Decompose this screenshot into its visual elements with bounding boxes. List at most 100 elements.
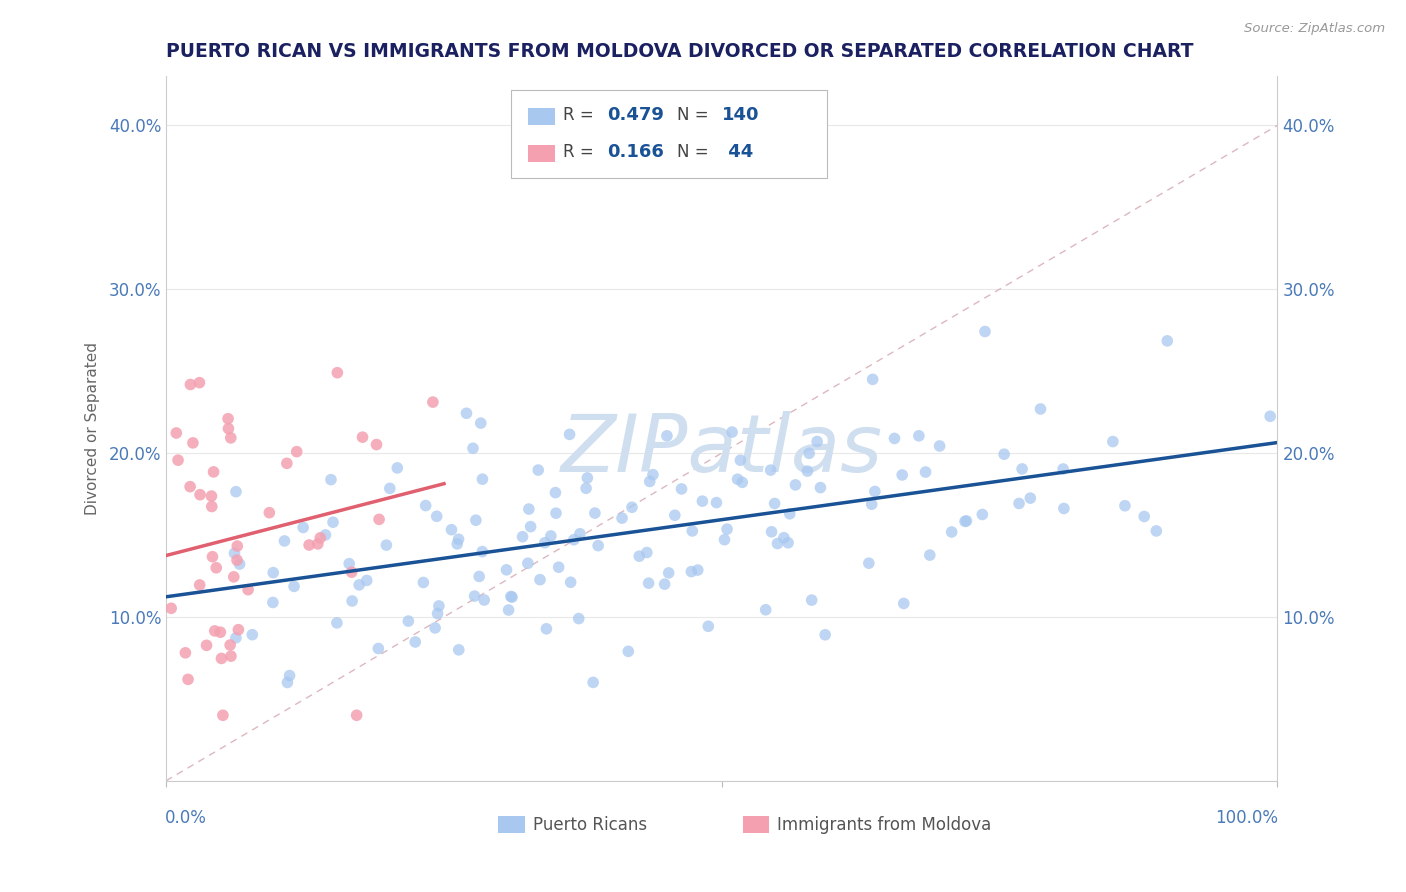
Point <box>195 638 218 652</box>
Point <box>396 614 419 628</box>
Point <box>893 597 915 611</box>
Point <box>387 461 409 475</box>
Point <box>236 582 259 597</box>
Point <box>576 471 599 485</box>
Point <box>276 675 298 690</box>
Point <box>955 514 977 528</box>
Point <box>309 531 332 545</box>
Point <box>471 472 494 486</box>
Text: Immigrants from Moldova: Immigrants from Moldova <box>778 815 991 833</box>
Text: 0.166: 0.166 <box>607 143 664 161</box>
Point <box>224 546 246 560</box>
Point <box>259 506 281 520</box>
Point <box>664 508 686 523</box>
Point <box>862 372 884 386</box>
Point <box>727 472 749 486</box>
Point <box>796 464 818 478</box>
Point <box>225 484 247 499</box>
Point <box>568 526 591 541</box>
Point <box>412 575 434 590</box>
Point <box>167 453 190 467</box>
Point <box>1008 496 1031 510</box>
Point <box>468 569 491 583</box>
Point <box>179 480 201 494</box>
Point <box>534 535 557 549</box>
Point <box>1019 491 1042 505</box>
Point <box>863 484 886 499</box>
Point <box>278 668 301 682</box>
Point <box>225 631 247 645</box>
Point <box>1102 434 1125 449</box>
Point <box>179 377 201 392</box>
Text: ZIPatlas: ZIPatlas <box>561 410 883 489</box>
Point <box>686 563 709 577</box>
Point <box>617 644 640 658</box>
Point <box>759 463 782 477</box>
FancyBboxPatch shape <box>510 90 827 178</box>
Point <box>219 431 242 445</box>
Point <box>202 465 225 479</box>
Text: Puerto Ricans: Puerto Ricans <box>533 815 647 833</box>
Point <box>706 495 728 509</box>
Point <box>226 553 249 567</box>
Point <box>174 646 197 660</box>
Point <box>262 566 284 580</box>
Point <box>217 411 239 425</box>
Point <box>337 557 360 571</box>
Point <box>544 485 567 500</box>
Point <box>422 395 444 409</box>
Point <box>641 467 664 482</box>
Point <box>446 537 468 551</box>
Point <box>340 565 363 579</box>
Point <box>447 533 470 547</box>
Point <box>205 561 228 575</box>
Point <box>498 603 520 617</box>
Point <box>628 549 651 564</box>
Point <box>575 481 598 495</box>
Point <box>610 511 633 525</box>
FancyBboxPatch shape <box>498 816 524 833</box>
Text: N =: N = <box>678 143 714 161</box>
Point <box>974 325 997 339</box>
Point <box>671 482 693 496</box>
Point <box>375 538 398 552</box>
Point <box>785 478 807 492</box>
Point <box>298 538 321 552</box>
Text: 140: 140 <box>721 106 759 124</box>
Point <box>773 531 796 545</box>
Point <box>165 425 187 440</box>
Point <box>620 500 643 515</box>
Point <box>461 442 484 456</box>
Point <box>755 603 778 617</box>
Point <box>568 611 591 625</box>
Point <box>188 578 211 592</box>
Point <box>285 444 308 458</box>
Point <box>918 548 941 562</box>
Point <box>447 643 470 657</box>
Point <box>953 515 976 529</box>
Point <box>368 512 391 526</box>
Point <box>456 406 478 420</box>
Point <box>181 435 204 450</box>
Point <box>499 590 522 604</box>
Point <box>356 574 378 588</box>
Point <box>883 432 905 446</box>
Point <box>319 473 342 487</box>
Point <box>314 528 336 542</box>
Point <box>1114 499 1136 513</box>
Point <box>427 599 450 613</box>
Point <box>426 509 449 524</box>
Point <box>761 524 783 539</box>
Point <box>495 563 517 577</box>
Point <box>501 590 523 604</box>
Text: 44: 44 <box>721 143 754 161</box>
Point <box>654 577 676 591</box>
Point <box>766 536 789 550</box>
Point <box>292 520 315 534</box>
Point <box>211 651 233 665</box>
FancyBboxPatch shape <box>529 108 555 125</box>
Point <box>1144 524 1167 538</box>
Point <box>471 544 494 558</box>
Point <box>972 508 994 522</box>
Point <box>540 529 562 543</box>
